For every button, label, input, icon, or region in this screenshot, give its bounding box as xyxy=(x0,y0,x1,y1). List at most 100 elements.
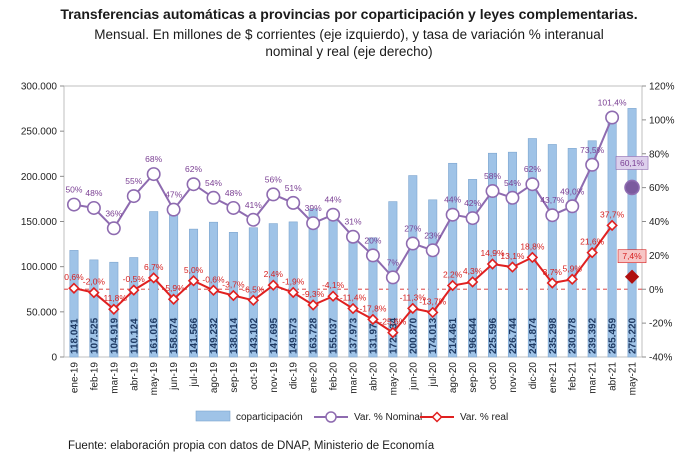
real-value-label: 5,0% xyxy=(184,265,204,275)
legend-label-real: Var. % real xyxy=(460,412,508,423)
real-value-label: -25,6% xyxy=(379,317,406,327)
nominal-point xyxy=(465,211,480,226)
real-point xyxy=(426,306,439,319)
real-value-label: -11,4% xyxy=(340,293,367,303)
bar-coparticipacion xyxy=(468,179,478,358)
bar-coparticipacion xyxy=(129,257,139,358)
real-value-label: -1,9% xyxy=(282,276,305,286)
bar-value-label: 226.744 xyxy=(508,317,519,354)
category-label: feb-21 xyxy=(568,362,579,391)
real-point xyxy=(446,279,459,292)
real-point xyxy=(407,302,419,315)
legend-swatch-nominal-marker xyxy=(325,411,337,423)
category-label: nov-20 xyxy=(508,362,519,393)
real-value-label: -2,0% xyxy=(83,277,106,287)
nominal-value-label: 44% xyxy=(444,195,461,205)
nominal-value-label: 56% xyxy=(265,174,282,184)
bar-value-label: 174.013 xyxy=(428,317,439,354)
real-point xyxy=(466,276,479,288)
left-axis-tick-label: 250.000 xyxy=(21,127,58,138)
nominal-value-label: 27% xyxy=(404,224,421,234)
nominal-value-label: 7% xyxy=(387,257,400,267)
real-point xyxy=(227,289,240,302)
real-value-label: 37,7% xyxy=(600,209,625,219)
nominal-point xyxy=(425,243,440,258)
bar-coparticipacion xyxy=(308,208,318,358)
category-label: ene-20 xyxy=(309,362,320,394)
category-label: ago-20 xyxy=(448,362,459,394)
nominal-point xyxy=(226,200,241,215)
real-point xyxy=(586,246,598,259)
nominal-value-label: 50% xyxy=(65,185,82,195)
real-value-label: 5,9% xyxy=(563,263,583,273)
real-point xyxy=(267,279,280,291)
left-axis-tick-label: 200.000 xyxy=(21,172,58,183)
left-axis-tick-label: 300.000 xyxy=(21,82,58,93)
real-point xyxy=(606,219,618,232)
source-note: Fuente: elaboración propia con datos de … xyxy=(68,440,435,452)
real-point xyxy=(566,273,578,285)
real-value-label: -0,5% xyxy=(123,274,146,284)
bar-coparticipacion xyxy=(189,228,199,358)
nominal-value-label: 48% xyxy=(225,188,242,198)
real-point xyxy=(187,275,200,287)
nominal-point xyxy=(545,208,560,223)
category-label: may-19 xyxy=(149,362,160,396)
nominal-point xyxy=(485,184,500,199)
real-point xyxy=(367,313,379,326)
legend-label-nominal: Var. % Nominal xyxy=(354,412,422,423)
real-value-label: 21,6% xyxy=(580,237,605,247)
real-point xyxy=(624,269,640,284)
nominal-point xyxy=(66,197,81,212)
real-value-label: 18,8% xyxy=(520,241,545,251)
chart-title: Transferencias automáticas a provincias … xyxy=(60,6,638,22)
category-label: nov-19 xyxy=(269,362,280,393)
category-label: feb-20 xyxy=(329,362,340,391)
category-label: ene-21 xyxy=(548,362,559,394)
bar-coparticipacion xyxy=(527,138,537,358)
nominal-last-label-box xyxy=(615,156,649,170)
nominal-point xyxy=(86,200,101,215)
real-value-label: 13,1% xyxy=(500,251,525,261)
bar-coparticipacion xyxy=(567,148,577,358)
real-point xyxy=(526,251,539,264)
real-value-label: -3,7% xyxy=(222,280,245,290)
nominal-value-label: 62% xyxy=(185,164,202,174)
bar-value-label: 147.695 xyxy=(269,317,280,354)
nominal-value-label: 49,0% xyxy=(560,186,585,196)
nominal-point xyxy=(266,187,281,202)
real-value-label: -11,3% xyxy=(400,292,427,302)
right-axis-tick-label: 80% xyxy=(649,149,669,160)
bar-coparticipacion xyxy=(547,144,557,358)
category-label: mar-20 xyxy=(349,362,360,394)
category-label: sep-19 xyxy=(229,362,240,393)
real-point xyxy=(128,284,140,296)
category-label: oct-20 xyxy=(488,362,499,390)
real-point xyxy=(167,293,180,305)
nominal-line xyxy=(73,117,614,280)
legend-label-bars: coparticipación xyxy=(236,412,303,423)
bar-value-label: 235.298 xyxy=(548,317,559,354)
bar-value-label: 200.870 xyxy=(408,317,419,354)
real-value-label: -9,3% xyxy=(302,289,325,299)
nominal-value-label: 54% xyxy=(205,178,222,188)
left-axis-tick-label: 100.000 xyxy=(21,262,58,273)
nominal-value-label: 73,5% xyxy=(580,145,605,155)
real-value-label: -5,9% xyxy=(163,283,186,293)
nominal-point xyxy=(206,190,221,205)
nominal-value-label: 44% xyxy=(325,195,342,205)
nominal-point xyxy=(405,236,420,251)
nominal-value-label: 60,1% xyxy=(620,158,645,168)
category-label: mar-19 xyxy=(109,362,120,394)
nominal-point xyxy=(624,179,640,196)
real-point xyxy=(147,272,160,284)
real-value-label: 0,6% xyxy=(64,272,84,282)
bar-coparticipacion xyxy=(428,199,438,358)
nominal-value-label: 68% xyxy=(145,154,162,164)
nominal-value-label: 58% xyxy=(484,171,501,181)
category-label: sep-20 xyxy=(468,362,479,393)
nominal-point xyxy=(385,270,400,285)
real-value-label: -17,8% xyxy=(359,303,386,313)
chart-subtitle: Mensual. En millones de $ corrientes (ej… xyxy=(0,26,698,60)
nominal-value-label: 36% xyxy=(105,208,122,218)
